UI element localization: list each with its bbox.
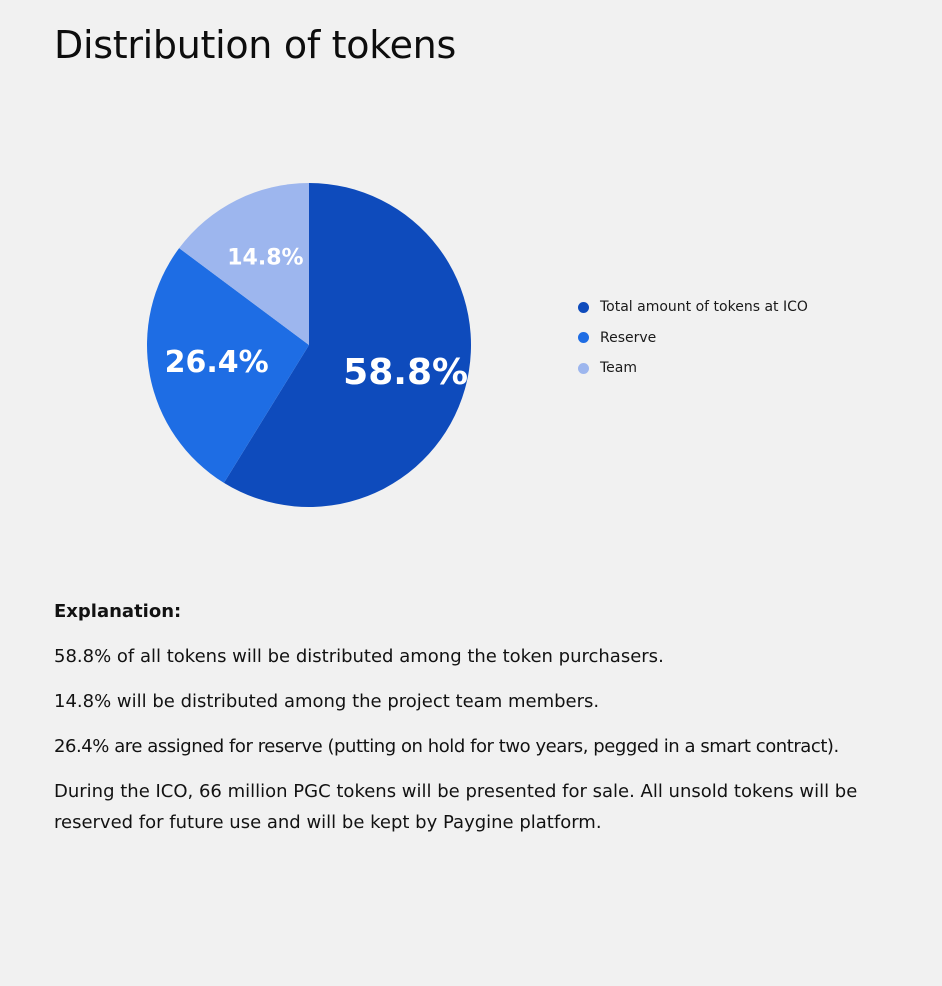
pie-label-team: 14.8% (227, 246, 303, 271)
pie-slice-team (179, 183, 309, 345)
legend-swatch-icon (578, 332, 589, 344)
legend-label: Total amount of tokens at ICO (600, 299, 808, 316)
explanation-paragraph-reserve: 26.4% are assigned for reserve (putting … (54, 736, 839, 757)
chart-legend: Total amount of tokens at ICO Reserve Te… (578, 292, 808, 384)
pie-slice-ico (223, 183, 471, 507)
legend-item-ico: Total amount of tokens at ICO (578, 292, 808, 323)
legend-label: Reserve (600, 329, 657, 346)
legend-label: Team (600, 360, 638, 377)
pie-label-ico: 58.8% (343, 352, 468, 393)
legend-item-reserve: Reserve (578, 323, 808, 354)
pie-chart: 58.8% 26.4% 14.8% (147, 183, 471, 507)
explanation-heading: Explanation: (54, 601, 182, 622)
explanation-section: Explanation: 58.8% of all tokens will be… (54, 596, 914, 851)
pie-slices (147, 183, 471, 507)
explanation-paragraph-purchasers: 58.8% of all tokens will be distributed … (54, 646, 664, 667)
legend-item-team: Team (578, 353, 808, 384)
legend-swatch-icon (578, 301, 589, 313)
explanation-paragraph-ico: During the ICO, 66 million PGC tokens wi… (54, 781, 858, 833)
pie-slice-labels: 58.8% 26.4% 14.8% (165, 246, 468, 393)
pie-slice-reserve (147, 248, 309, 483)
page-title: Distribution of tokens (54, 23, 456, 67)
pie-label-reserve: 26.4% (165, 345, 269, 380)
legend-swatch-icon (578, 362, 589, 374)
explanation-paragraph-team: 14.8% will be distributed among the proj… (54, 691, 600, 712)
